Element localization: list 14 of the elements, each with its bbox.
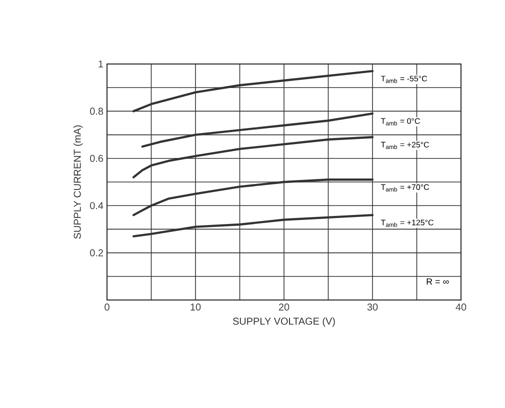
y-axis-title: SUPPLY CURRENT (mA) bbox=[74, 125, 83, 239]
y-tick-label: 1 bbox=[98, 60, 104, 68]
y-tick-label: 0.4 bbox=[90, 202, 104, 210]
x-tick-label: 0 bbox=[104, 304, 110, 311]
x-tick-label: 10 bbox=[190, 304, 201, 311]
y-tick-label: 0.2 bbox=[90, 249, 103, 256]
line-series bbox=[132, 178, 374, 216]
annotation: R = ∞ bbox=[426, 278, 449, 285]
x-tick-label: 20 bbox=[278, 304, 290, 311]
y-tick-label: 0.6 bbox=[90, 154, 104, 162]
x-tick-label: 40 bbox=[456, 304, 466, 311]
y-tick-label: 0.8 bbox=[90, 108, 104, 115]
x-tick-label: 30 bbox=[367, 304, 378, 311]
x-axis-title: SUPPLY VOLTAGE (V) bbox=[232, 317, 335, 327]
